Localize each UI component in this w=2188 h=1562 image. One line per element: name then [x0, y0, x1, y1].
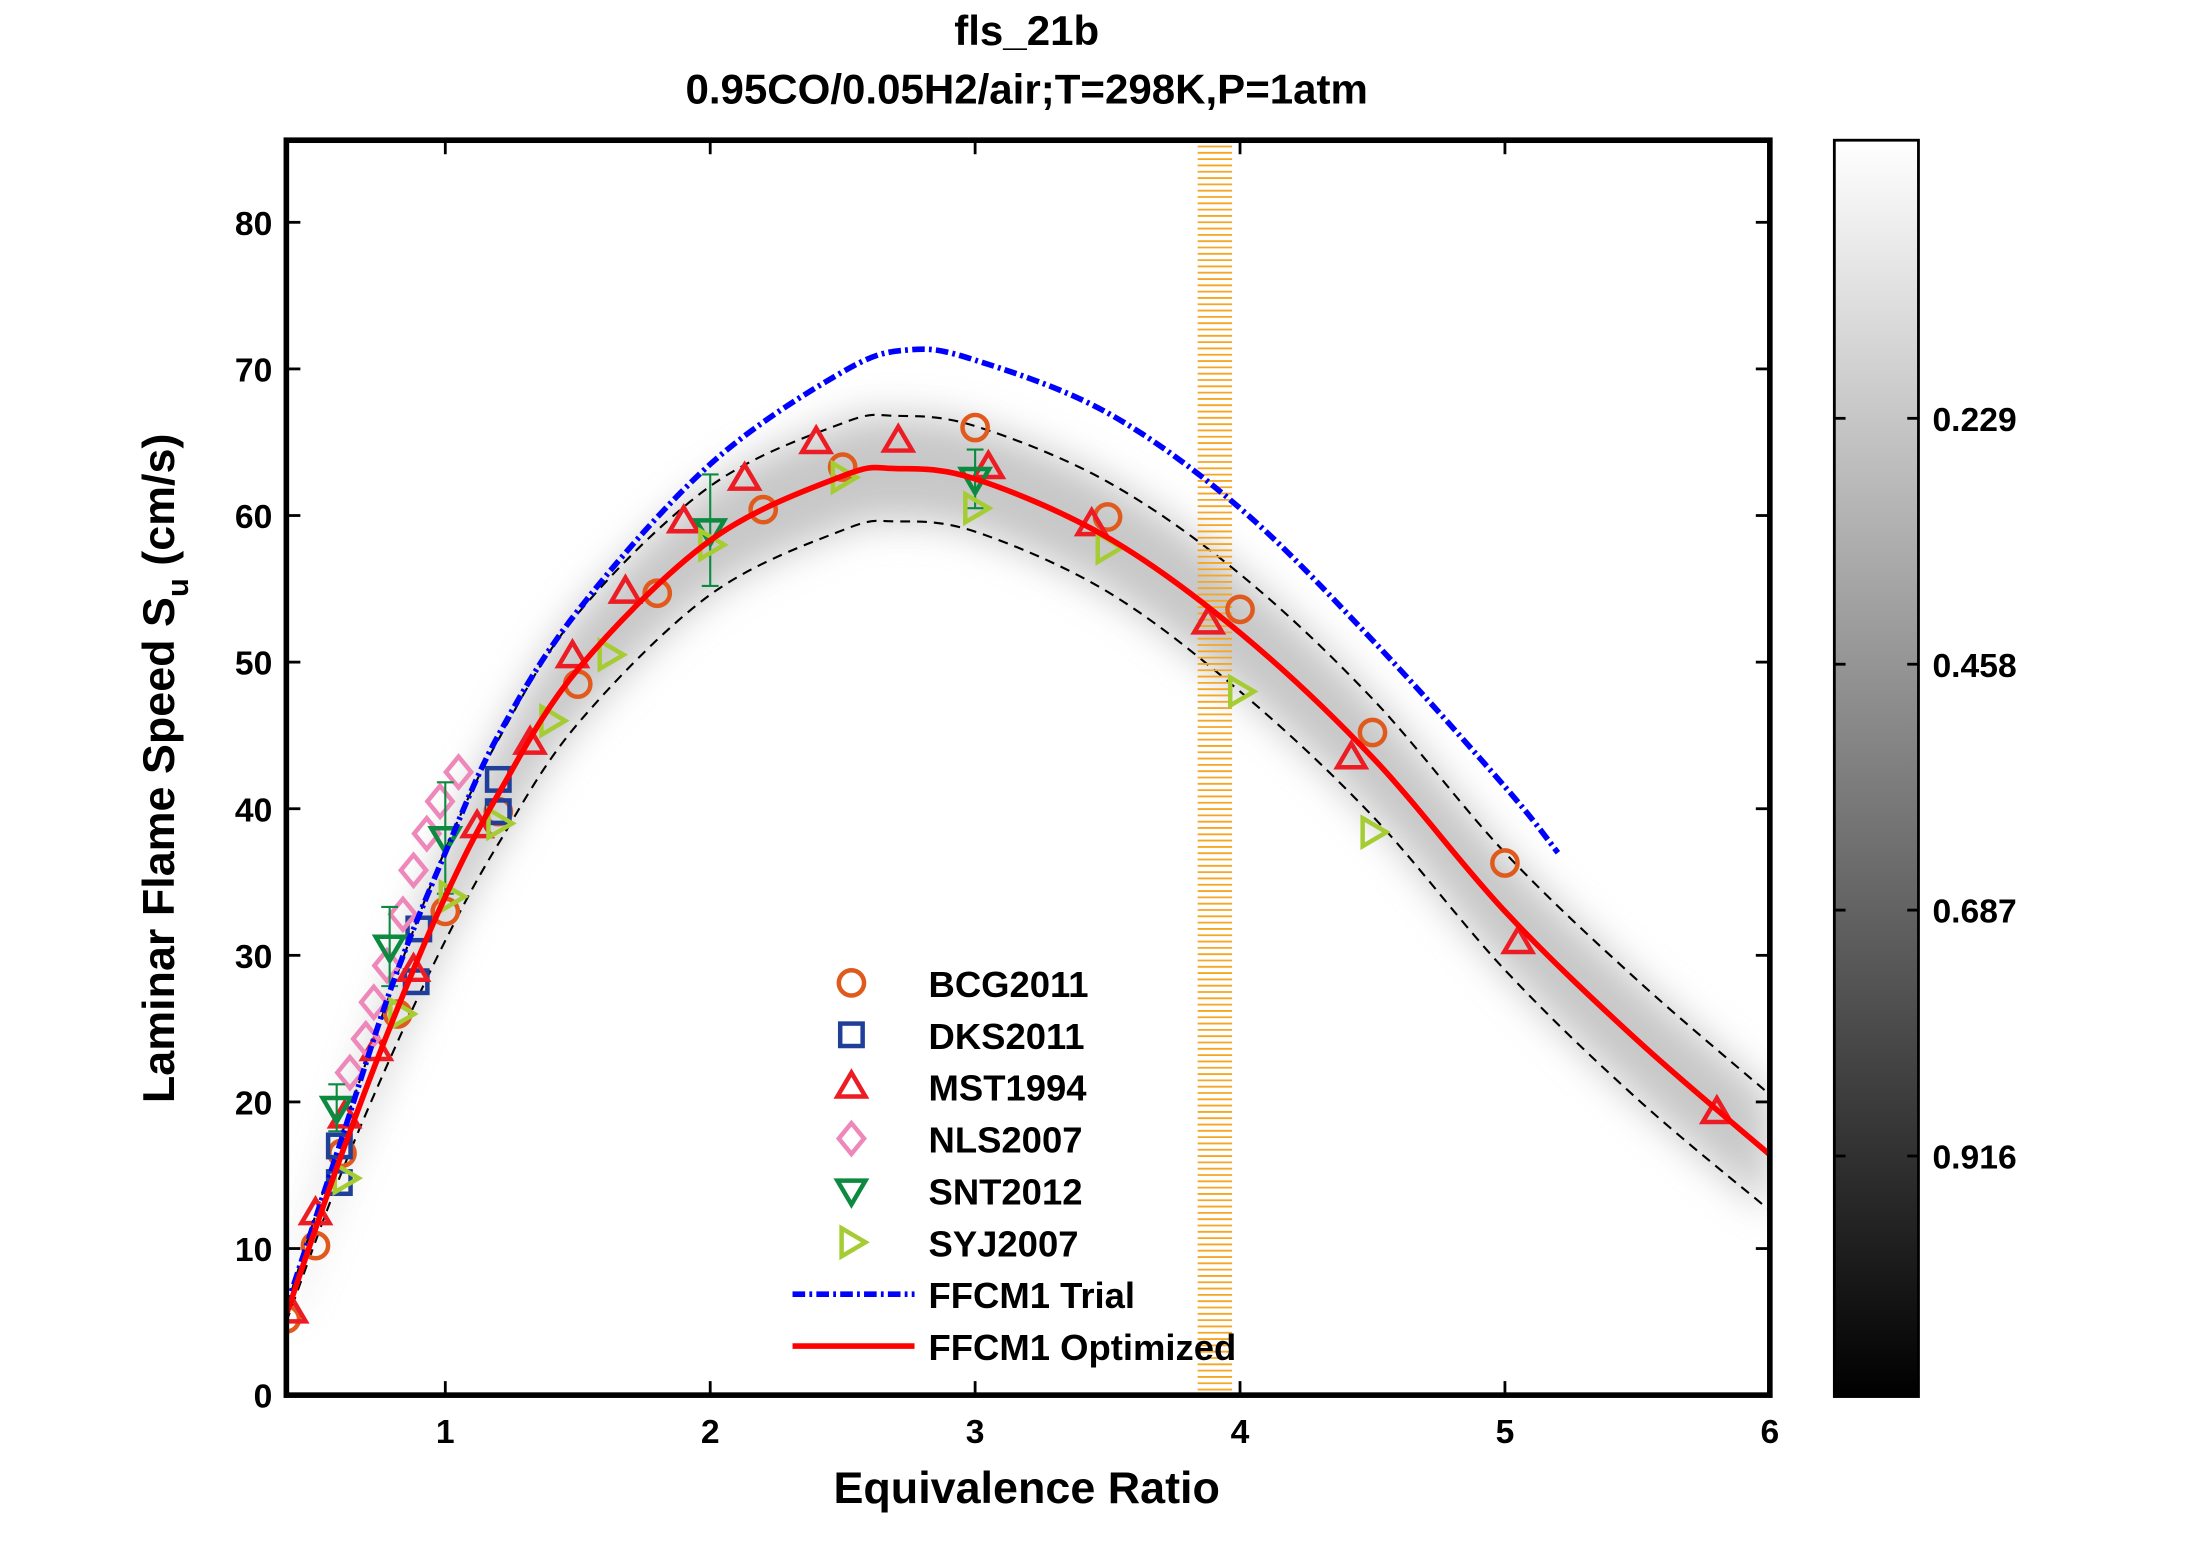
x-axis-label: Equivalence Ratio — [833, 1462, 1219, 1513]
y-tick-label: 20 — [235, 1086, 272, 1123]
y-tick-label: 30 — [235, 939, 272, 976]
legend-label: FFCM1 Optimized — [929, 1327, 1237, 1368]
data-point — [318, 1095, 355, 1127]
data-point — [798, 423, 835, 455]
legend-label: BCG2011 — [929, 964, 1089, 1005]
data-point — [388, 996, 419, 1032]
y-tick-label: 40 — [235, 792, 272, 829]
legend-label: SNT2012 — [929, 1171, 1083, 1212]
legend-label: MST1994 — [929, 1068, 1088, 1109]
data-point — [665, 502, 702, 534]
data-point — [748, 494, 779, 525]
y-axis-label: Laminar Flame Speed Su (cm/s) — [133, 434, 195, 1104]
legend-marker — [839, 1224, 870, 1261]
x-tick-label: 3 — [966, 1414, 985, 1451]
legend-label: FFCM1 Trial — [929, 1275, 1136, 1316]
data-point — [607, 573, 644, 604]
data-point — [371, 934, 408, 965]
y-tick-label: 50 — [235, 646, 272, 683]
y-tick-label: 60 — [235, 499, 272, 536]
x-tick-label: 6 — [1760, 1414, 1779, 1451]
data-point — [424, 782, 456, 821]
x-tick-label: 5 — [1496, 1414, 1515, 1451]
colorbar-tick-label: 0.687 — [1932, 894, 2016, 931]
data-point — [358, 983, 390, 1022]
data-point — [371, 946, 403, 985]
legend: BCG2011 DKS2011 MST1994 NLS2007 SNT2012 SYJ20… — [792, 964, 1237, 1368]
x-tick-label: 4 — [1231, 1414, 1250, 1451]
uncertainty-lower-bound — [286, 519, 1770, 1323]
x-tick-label: 1 — [436, 1414, 455, 1451]
data-point — [1698, 1093, 1735, 1125]
data-point — [486, 805, 517, 842]
y-axis-label-subscript: u — [160, 578, 195, 597]
data-point — [443, 753, 475, 792]
line-ffcm1-trial — [286, 346, 1561, 1309]
data-point — [286, 1293, 310, 1324]
y-tick-label: 80 — [235, 206, 272, 243]
y-axis-label-units: (cm/s) — [133, 434, 184, 579]
data-point — [1360, 814, 1391, 851]
data-point — [597, 636, 628, 673]
highlight-band — [1197, 140, 1233, 1391]
data-point — [963, 490, 994, 527]
plot-area — [286, 140, 1770, 1391]
data-point — [554, 637, 591, 669]
legend-marker — [833, 1178, 870, 1209]
data-point — [960, 412, 990, 443]
data-point — [1500, 923, 1537, 955]
data-point — [1227, 673, 1259, 710]
x-tick-label: 2 — [701, 1414, 720, 1451]
data-point — [395, 951, 432, 983]
colorbar-tick-label: 0.229 — [1932, 402, 2016, 439]
legend-marker — [835, 1119, 867, 1158]
y-tick-label: 70 — [235, 353, 272, 390]
data-point — [827, 452, 858, 483]
data-point — [286, 1304, 302, 1334]
y-axis-label-main: Laminar Flame Speed S — [133, 597, 184, 1103]
data-point — [1357, 717, 1388, 748]
legend-label: NLS2007 — [929, 1120, 1083, 1161]
colorbar: 0.229 0.458 0.687 0.916 — [1832, 138, 2017, 1398]
data-point — [726, 460, 763, 491]
colorbar-gradient — [1832, 138, 1920, 1398]
legend-marker — [837, 1021, 865, 1049]
uncertainty-upper-bound — [286, 413, 1770, 1308]
chart-subtitle: 0.95CO/0.05H2/air;T=298K,P=1atm — [685, 66, 1367, 113]
y-tick-label: 10 — [235, 1232, 272, 1269]
data-point — [387, 895, 419, 934]
data-point — [438, 878, 470, 915]
line-ffcm1-optimized — [286, 464, 1770, 1316]
data-point — [880, 422, 917, 453]
chart-title: fls_21b — [954, 7, 1099, 54]
y-tick-label: 0 — [254, 1379, 273, 1416]
error-bar — [701, 473, 719, 587]
data-point — [970, 448, 1007, 480]
legend-label: SYJ2007 — [929, 1223, 1079, 1264]
colorbar-tick-label: 0.458 — [1932, 648, 2016, 685]
data-point — [334, 1053, 366, 1092]
data-point — [397, 851, 430, 890]
series-MST1994 — [286, 422, 1735, 1324]
data-point — [1225, 594, 1255, 625]
data-point — [1333, 738, 1370, 770]
data-point — [1190, 604, 1227, 635]
legend-label: DKS2011 — [929, 1016, 1085, 1057]
data-point — [1490, 848, 1520, 878]
legend-marker — [833, 1068, 870, 1099]
colorbar-tick-label: 0.916 — [1932, 1140, 2016, 1177]
uncertainty-shading — [286, 414, 1770, 1322]
plot-frame — [283, 137, 1773, 1398]
data-point — [642, 578, 673, 609]
data-point — [512, 724, 549, 755]
legend-marker — [836, 968, 867, 998]
